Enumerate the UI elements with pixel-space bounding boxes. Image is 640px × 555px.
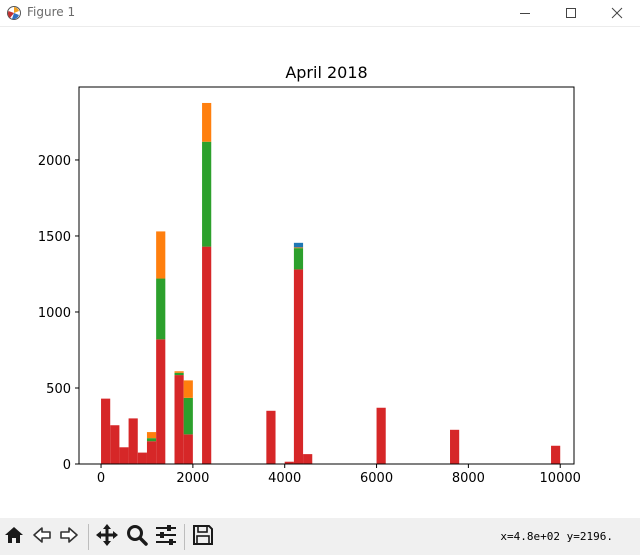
bar-segment (156, 339, 166, 464)
navigation-toolbar: x=4.8e+02 y=2196. (0, 518, 640, 555)
cursor-coordinates: x=4.8e+02 y=2196. (500, 530, 613, 543)
bar-segment (303, 454, 313, 464)
axes-frame (78, 86, 575, 465)
matplotlib-icon (6, 5, 22, 21)
bar-segment (101, 398, 111, 464)
pan-button[interactable] (95, 523, 119, 551)
bar-segment (293, 248, 304, 270)
x-tick-label: 8000 (452, 471, 485, 486)
bar-segment (284, 461, 294, 464)
close-button[interactable] (594, 0, 640, 26)
forward-icon (58, 524, 80, 550)
window-titlebar: Figure 1 (0, 0, 640, 27)
bar-segment (202, 102, 212, 142)
bar-segment (174, 372, 184, 376)
bar-segment (156, 278, 166, 340)
x-tick-label: 10000 (540, 471, 581, 486)
x-tick-label: 4000 (268, 471, 301, 486)
x-tick-label: 2000 (176, 471, 209, 486)
configure-subplots-button[interactable] (154, 525, 178, 549)
y-tick-label: 0 (63, 458, 71, 473)
figure-canvas[interactable]: 0 2000 4000 6000 8000 10000 0 500 1000 1500 2000 … (0, 27, 640, 518)
bar-segment (156, 231, 166, 279)
forward-button[interactable] (57, 525, 81, 549)
home-button[interactable] (2, 525, 26, 549)
bar-segment (202, 141, 212, 247)
bar-segment (202, 246, 212, 464)
bar-segment (266, 410, 276, 464)
y-tick-label: 1000 (38, 306, 71, 321)
y-tick-label: 2000 (38, 154, 71, 169)
zoom-icon (125, 523, 149, 551)
bar-segment (183, 434, 193, 464)
chart-title: April 2018 (285, 63, 367, 82)
bar-segment (174, 371, 184, 373)
save-button[interactable] (191, 525, 215, 549)
bar-segment (146, 441, 157, 464)
bar-segment (174, 375, 184, 464)
maximize-icon (565, 4, 577, 23)
maximize-button[interactable] (548, 0, 594, 26)
zoom-button[interactable] (125, 525, 149, 549)
bar-segment (110, 425, 120, 464)
toolbar-separator (88, 524, 89, 550)
minimize-icon (519, 4, 531, 23)
y-tick-label: 500 (46, 382, 71, 397)
x-tick-label: 0 (97, 471, 105, 486)
bar-segment (137, 452, 147, 464)
home-icon (3, 524, 25, 550)
bar-segment (146, 432, 157, 439)
x-tick-label: 6000 (360, 471, 393, 486)
toolbar-separator (184, 524, 185, 550)
bar-segment (146, 438, 157, 442)
bar-segment (128, 418, 138, 464)
pan-icon (95, 523, 119, 551)
save-icon (192, 524, 214, 550)
back-button[interactable] (30, 525, 54, 549)
close-icon (611, 4, 623, 23)
bar-segment (119, 447, 129, 464)
bar-segment (293, 242, 304, 248)
back-icon (31, 524, 53, 550)
bar-segment (376, 407, 386, 464)
y-tick-label: 1500 (38, 230, 71, 245)
bar-segment (183, 380, 193, 398)
configure-subplots-icon (154, 523, 178, 551)
bar-segment (183, 397, 193, 435)
bar-segment (450, 429, 460, 464)
bar-segment (551, 445, 561, 464)
window-title: Figure 1 (27, 5, 76, 19)
minimize-button[interactable] (502, 0, 548, 26)
histogram-chart: 0 2000 4000 6000 8000 10000 0500100015002000 … (38, 63, 581, 486)
bar-segment (293, 269, 304, 464)
bar-segment (293, 247, 304, 249)
